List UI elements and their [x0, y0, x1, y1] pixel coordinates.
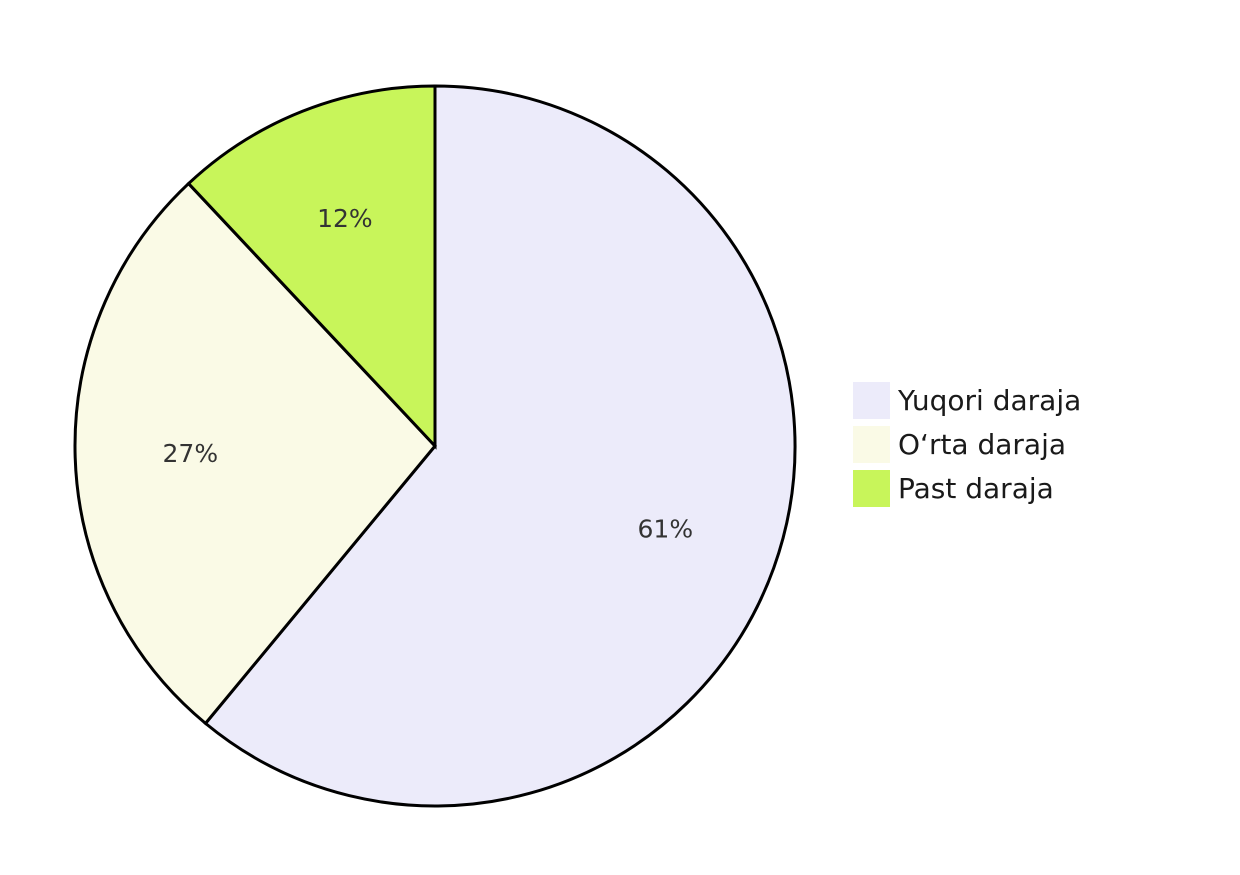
legend-swatch-yuqori — [853, 381, 890, 419]
pie-slice-past — [186, 84, 437, 450]
pie-slice-orta — [73, 181, 437, 726]
legend-swatch-orta — [853, 425, 890, 463]
legend-swatch-past — [853, 469, 890, 507]
pie-label-orta: 27% — [163, 439, 219, 468]
pie-label-past: 12% — [317, 204, 373, 233]
legend-item-past: Past daraja — [853, 466, 1081, 510]
legend-label-yuqori: Yuqori daraja — [898, 383, 1082, 417]
legend-item-yuqori: Yuqori daraja — [853, 378, 1081, 422]
legend-label-past: Past daraja — [898, 471, 1054, 505]
legend-label-orta: O‘rta daraja — [898, 427, 1067, 461]
pie-slice-yuqori — [203, 84, 797, 808]
pie-label-yuqori: 61% — [638, 514, 694, 543]
legend: Yuqori daraja O‘rta daraja Past daraja — [853, 378, 1081, 510]
legend-item-orta: O‘rta daraja — [853, 422, 1081, 466]
